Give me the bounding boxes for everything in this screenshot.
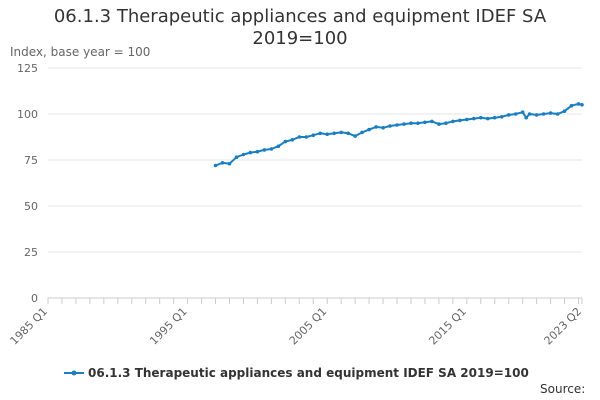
legend-marker-swatch xyxy=(71,370,77,376)
data-point xyxy=(220,161,225,165)
data-point xyxy=(269,147,274,151)
data-point xyxy=(339,130,344,135)
data-point xyxy=(437,122,441,126)
data-point xyxy=(486,116,490,121)
y-tick-label: 100 xyxy=(17,108,38,121)
y-axis-label: Index, base year = 100 xyxy=(10,45,150,59)
y-tick-label: 25 xyxy=(24,246,38,259)
data-point xyxy=(213,163,218,168)
data-point xyxy=(283,139,288,144)
data-point xyxy=(304,135,309,139)
data-point xyxy=(409,121,413,125)
data-point xyxy=(472,116,476,121)
series-group xyxy=(213,102,584,168)
data-point xyxy=(416,121,420,125)
data-point xyxy=(580,103,584,107)
data-point xyxy=(444,121,448,125)
data-point xyxy=(458,118,462,123)
data-point xyxy=(492,115,497,120)
data-point xyxy=(297,135,302,139)
y-tick-label: 0 xyxy=(31,292,38,305)
data-point xyxy=(241,152,246,157)
x-tick-label: 2005 Q1 xyxy=(287,305,330,348)
data-point xyxy=(346,131,351,136)
data-point xyxy=(423,120,427,125)
data-point xyxy=(548,111,553,115)
data-point xyxy=(465,117,469,122)
legend[interactable]: 06.1.3 Therapeutic appliances and equipm… xyxy=(64,366,529,380)
y-tick-label: 75 xyxy=(24,154,38,167)
series-line xyxy=(215,102,583,167)
data-point xyxy=(527,112,532,116)
data-point xyxy=(479,115,483,120)
source-label: Source: xyxy=(540,382,585,396)
x-tick-label: 2015 Q1 xyxy=(426,305,469,348)
data-point xyxy=(227,161,232,166)
chart-title-line-1: 06.1.3 Therapeutic appliances and equipm… xyxy=(54,6,547,27)
data-point xyxy=(499,115,504,119)
data-point xyxy=(325,132,330,136)
data-point xyxy=(318,131,323,136)
data-point xyxy=(569,103,574,108)
chart-title-line-2: 2019=100 xyxy=(252,28,347,49)
data-point xyxy=(430,119,434,124)
data-point xyxy=(290,138,295,142)
x-tick-label: 1985 Q1 xyxy=(8,305,51,348)
data-point xyxy=(367,127,371,132)
data-point xyxy=(262,148,267,152)
data-point xyxy=(534,113,539,117)
data-point xyxy=(360,130,364,135)
data-point xyxy=(576,102,581,106)
y-tick-label: 125 xyxy=(17,62,38,75)
data-point xyxy=(402,122,406,126)
data-point xyxy=(388,124,392,128)
data-point xyxy=(332,131,337,136)
data-point xyxy=(524,115,528,120)
data-point xyxy=(248,150,253,155)
data-point xyxy=(451,119,455,124)
data-point xyxy=(276,144,281,148)
data-point xyxy=(541,112,546,116)
x-tick-label: 1995 Q1 xyxy=(147,305,190,348)
gridlines xyxy=(48,67,582,299)
data-point xyxy=(255,149,260,154)
data-point xyxy=(395,123,399,127)
legend-series-label: 06.1.3 Therapeutic appliances and equipm… xyxy=(88,366,529,380)
data-point xyxy=(381,126,385,130)
y-tick-label: 50 xyxy=(24,200,38,213)
data-point xyxy=(374,125,378,129)
data-point xyxy=(555,112,560,116)
data-point xyxy=(311,133,316,137)
data-point xyxy=(520,110,525,114)
x-axis: 1985 Q1 1995 Q1 2005 Q1 2015 Q1 2023 Q2 xyxy=(8,298,585,348)
data-point xyxy=(513,112,518,116)
data-point xyxy=(234,155,239,159)
data-point xyxy=(562,109,567,113)
x-tick-label: 2023 Q2 xyxy=(542,305,585,348)
y-axis: 0 25 50 75 100 125 xyxy=(17,62,38,305)
data-point xyxy=(506,113,511,117)
data-point xyxy=(353,134,357,138)
